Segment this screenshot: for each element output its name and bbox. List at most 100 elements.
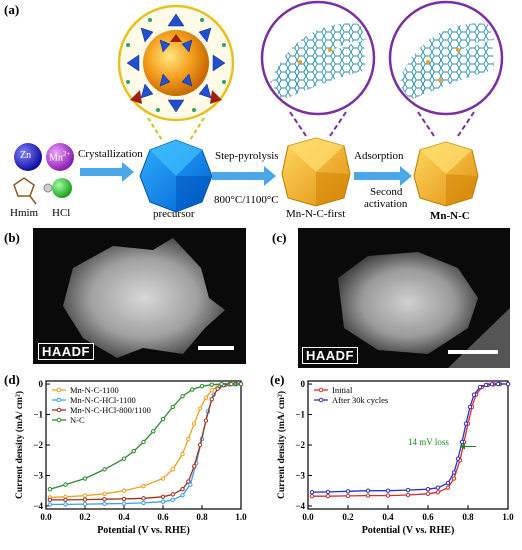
data-point [121, 488, 127, 493]
data-point [141, 500, 146, 506]
y-tick-label: −2 [295, 440, 305, 450]
data-point [197, 406, 203, 411]
hcl-label: HCl [52, 207, 71, 219]
legend-label: Mn-N-C-HCl-800/1100 [70, 405, 151, 415]
panel-label-d: (d) [4, 372, 20, 387]
data-point [47, 486, 53, 492]
graphene-illustration-2 [388, 0, 504, 116]
reactant-ions [13, 143, 74, 205]
data-point [451, 470, 457, 475]
data-point [180, 493, 185, 498]
product-label: Mn-N-C [430, 210, 470, 222]
data-point [203, 418, 209, 423]
temperature-label: 800°C/1100°C [214, 194, 279, 206]
legend-marker [56, 387, 62, 393]
data-point [121, 456, 127, 461]
process-arrows [80, 162, 412, 186]
x-tick-label: 0.6 [157, 512, 169, 522]
data-point [229, 381, 234, 387]
x-tick-label: 0.2 [342, 512, 354, 522]
crystallization-label: Crystallization [78, 148, 143, 160]
legend-marker [318, 387, 324, 393]
data-point [365, 488, 371, 493]
data-point [451, 476, 457, 481]
data-point [102, 467, 107, 472]
legend-label: N-C [70, 415, 85, 425]
data-point [345, 493, 351, 499]
legend-label: After 30k cycles [332, 395, 388, 405]
adsorption-label: Adsorption [354, 150, 404, 162]
data-point [47, 502, 53, 507]
data-point [325, 494, 331, 499]
data-point [483, 382, 489, 388]
data-point [186, 479, 191, 484]
schematic-graphics [13, 0, 504, 213]
data-point [170, 492, 175, 497]
y-tick-label: −1 [295, 410, 305, 420]
mnc-first-label: Mn-N-C-first [286, 208, 346, 220]
mnc-crystal [413, 141, 479, 207]
data-point [209, 397, 214, 402]
data-point [63, 482, 68, 487]
graphene-illustration-1 [260, 0, 376, 116]
data-point [197, 442, 203, 448]
second-label: Second [370, 186, 403, 198]
legend-label: Mn-N-C-HCl-1100 [70, 395, 136, 405]
chart-e-stability: 0.0 0.2 0.4 0.6 0.8 1.0 0 −1 −2 −3 −4 Potential (V … [276, 379, 514, 536]
data-point [190, 387, 195, 392]
data-point [309, 494, 315, 499]
data-point [170, 497, 175, 503]
y-tick-label: 0 [39, 379, 44, 389]
x-tick-label: 0.8 [196, 512, 208, 522]
y-tick-label: −4 [295, 501, 305, 511]
data-point [121, 501, 127, 506]
data-point [467, 404, 473, 410]
data-point [471, 392, 477, 397]
data-point [160, 499, 166, 504]
data-point [215, 386, 220, 391]
data-point [82, 497, 88, 502]
data-point [238, 381, 244, 387]
mnc-first-crystal [281, 137, 351, 207]
x-axis-label: Potential (V vs. RHE) [362, 525, 455, 536]
legend-label: Initial [332, 385, 353, 395]
x-tick-label: 1.0 [502, 512, 514, 522]
data-point [495, 381, 501, 387]
data-point [63, 497, 68, 503]
precursor-crystal [139, 139, 213, 213]
data-point [82, 501, 88, 507]
y-axis-label: Current density (mA/ cm²) [14, 391, 25, 499]
data-point [180, 486, 185, 492]
legend-marker [56, 417, 62, 423]
data-point [325, 489, 331, 495]
data-point [345, 489, 351, 494]
data-point [455, 456, 461, 461]
data-point [445, 480, 451, 486]
data-point [385, 493, 391, 498]
step-pyrolysis-label: Step-pyrolysis [215, 150, 279, 162]
panel-label-b: (b) [4, 230, 20, 245]
legend-marker [56, 397, 62, 403]
data-point [63, 502, 68, 507]
data-point [435, 490, 441, 495]
precursor-label: precursor [153, 208, 195, 220]
data-point [102, 491, 107, 496]
x-tick-label: 0.0 [302, 512, 314, 522]
data-point [186, 436, 191, 442]
data-point [102, 497, 107, 502]
legend-label: Mn-N-C-1100 [70, 385, 119, 395]
x-tick-label: 1.0 [235, 512, 247, 522]
data-point [425, 486, 431, 492]
data-point [463, 421, 469, 426]
data-point [170, 467, 175, 472]
x-tick-label: 0.4 [118, 512, 130, 522]
data-point [309, 490, 315, 495]
data-point [192, 421, 197, 426]
data-point [199, 383, 205, 389]
data-point [180, 394, 185, 399]
x-tick-label: 0.0 [40, 512, 52, 522]
hmim-label: Hmim [10, 207, 39, 219]
x-tick-label: 0.2 [79, 512, 91, 522]
data-point [141, 496, 146, 501]
data-point [489, 382, 495, 387]
